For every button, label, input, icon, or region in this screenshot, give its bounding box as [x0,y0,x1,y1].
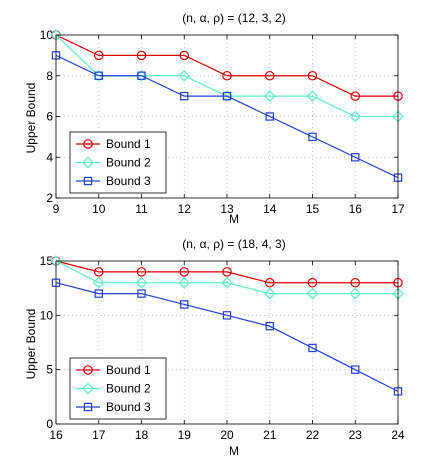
x-tick-label: 18 [135,428,149,442]
y-tick-label: 4 [46,150,53,164]
x-axis-label: M [229,212,239,226]
data-point-series-3 [351,365,360,374]
data-point-series-3 [265,322,274,331]
data-point-series-2 [263,287,276,300]
x-tick-label: 14 [263,202,277,216]
x-tick-label: 16 [349,202,363,216]
data-point-series-1 [350,91,361,101]
legend-label: Bound 1 [106,137,151,151]
series-line-1 [55,260,398,284]
x-tick-label: 11 [135,202,148,216]
y-tick-label: 5 [46,363,53,377]
series-line-3 [55,282,399,392]
y-tick-label: 6 [46,110,53,124]
x-tick-label: 24 [391,428,405,442]
data-point-series-1 [136,267,147,277]
legend-swatch-marker [82,382,94,395]
data-point-series-2 [135,276,148,289]
data-point-series-1 [179,267,190,277]
data-point-series-2 [178,276,191,289]
data-point-series-2 [178,69,191,82]
series-line-2 [55,260,398,295]
legend-label: Bound 1 [106,363,151,377]
x-tick-label: 22 [306,428,320,442]
y-axis-label: Upper Bound [24,309,38,380]
chart-title: (n, α, ρ) = (18, 4, 3) [182,237,285,251]
legend-label: Bound 3 [106,174,151,188]
x-tick-label: 17 [92,428,106,442]
y-axis-label: Upper Bound [24,83,38,154]
data-point-series-1 [136,50,147,61]
x-tick-label: 17 [391,202,405,216]
data-point-series-2 [263,90,276,102]
legend-label: Bound 3 [106,400,151,414]
data-point-series-2 [306,287,319,300]
data-point-series-3 [180,300,189,309]
data-point-series-1 [93,50,104,61]
legend-label: Bound 2 [106,156,151,170]
data-point-series-3 [222,91,232,101]
chart-bottom: (n, α, ρ) = (18, 4, 3) M Upper Bound 16 1… [24,237,405,458]
y-tick-label: 0 [46,417,53,431]
series-line-3 [55,54,399,179]
legend-swatch-marker [82,156,94,169]
x-tick-label: 9 [53,202,60,216]
data-point-series-2 [92,276,105,289]
axes-frame [55,34,399,199]
axes-frame [55,260,399,425]
x-tick-label: 12 [178,202,192,216]
data-point-series-1 [350,277,361,288]
legend: Bound 1 Bound 2 Bound 3 [69,131,167,194]
y-tick-label: 15 [40,254,54,268]
y-tick-label: 10 [40,308,54,322]
data-point-series-1 [307,277,318,288]
data-point-series-3 [94,71,103,80]
chart-top: (n, α, ρ) = (12, 3, 2) M Upper Bound 9 10… [24,11,405,226]
data-point-series-2 [221,276,233,289]
data-point-series-1 [222,267,232,277]
y-tick-label: 2 [46,191,53,205]
x-tick-label: 13 [220,202,234,216]
data-point-series-2 [349,110,362,123]
data-point-series-2 [306,90,319,102]
y-tick-label: 10 [40,28,54,42]
data-point-series-3 [308,343,317,353]
data-point-series-3 [222,311,232,320]
data-point-series-1 [222,70,232,81]
x-tick-label: 21 [263,428,277,442]
data-point-series-3 [180,91,189,101]
x-tick-label: 10 [92,202,106,216]
chart-title: (n, α, ρ) = (12, 3, 2) [182,11,285,25]
x-tick-label: 16 [49,428,63,442]
x-tick-label: 15 [306,202,320,216]
data-point-series-1 [307,70,318,81]
legend-label: Bound 2 [106,382,151,396]
data-point-series-3 [265,112,274,121]
legend-swatch-marker [83,365,93,375]
y-tick-label: 8 [46,69,53,83]
legend-swatch-marker [83,402,93,412]
data-point-series-1 [264,70,275,81]
legend: Bound 1 Bound 2 Bound 3 [69,357,167,420]
x-tick-label: 19 [178,428,192,442]
series-line-1 [55,34,398,97]
x-tick-label: 20 [220,428,234,442]
legend-swatch-marker [83,176,93,186]
data-point-series-3 [137,289,146,298]
data-point-series-1 [93,267,104,277]
data-point-series-1 [179,50,190,61]
x-axis-label: M [229,444,239,458]
data-point-series-3 [94,289,103,298]
data-point-series-3 [351,153,360,162]
data-point-series-3 [308,132,317,142]
data-point-series-1 [264,277,275,288]
data-point-series-3 [137,71,146,80]
x-tick-label: 23 [349,428,363,442]
data-point-series-2 [349,287,362,300]
legend-swatch-marker [83,139,93,149]
